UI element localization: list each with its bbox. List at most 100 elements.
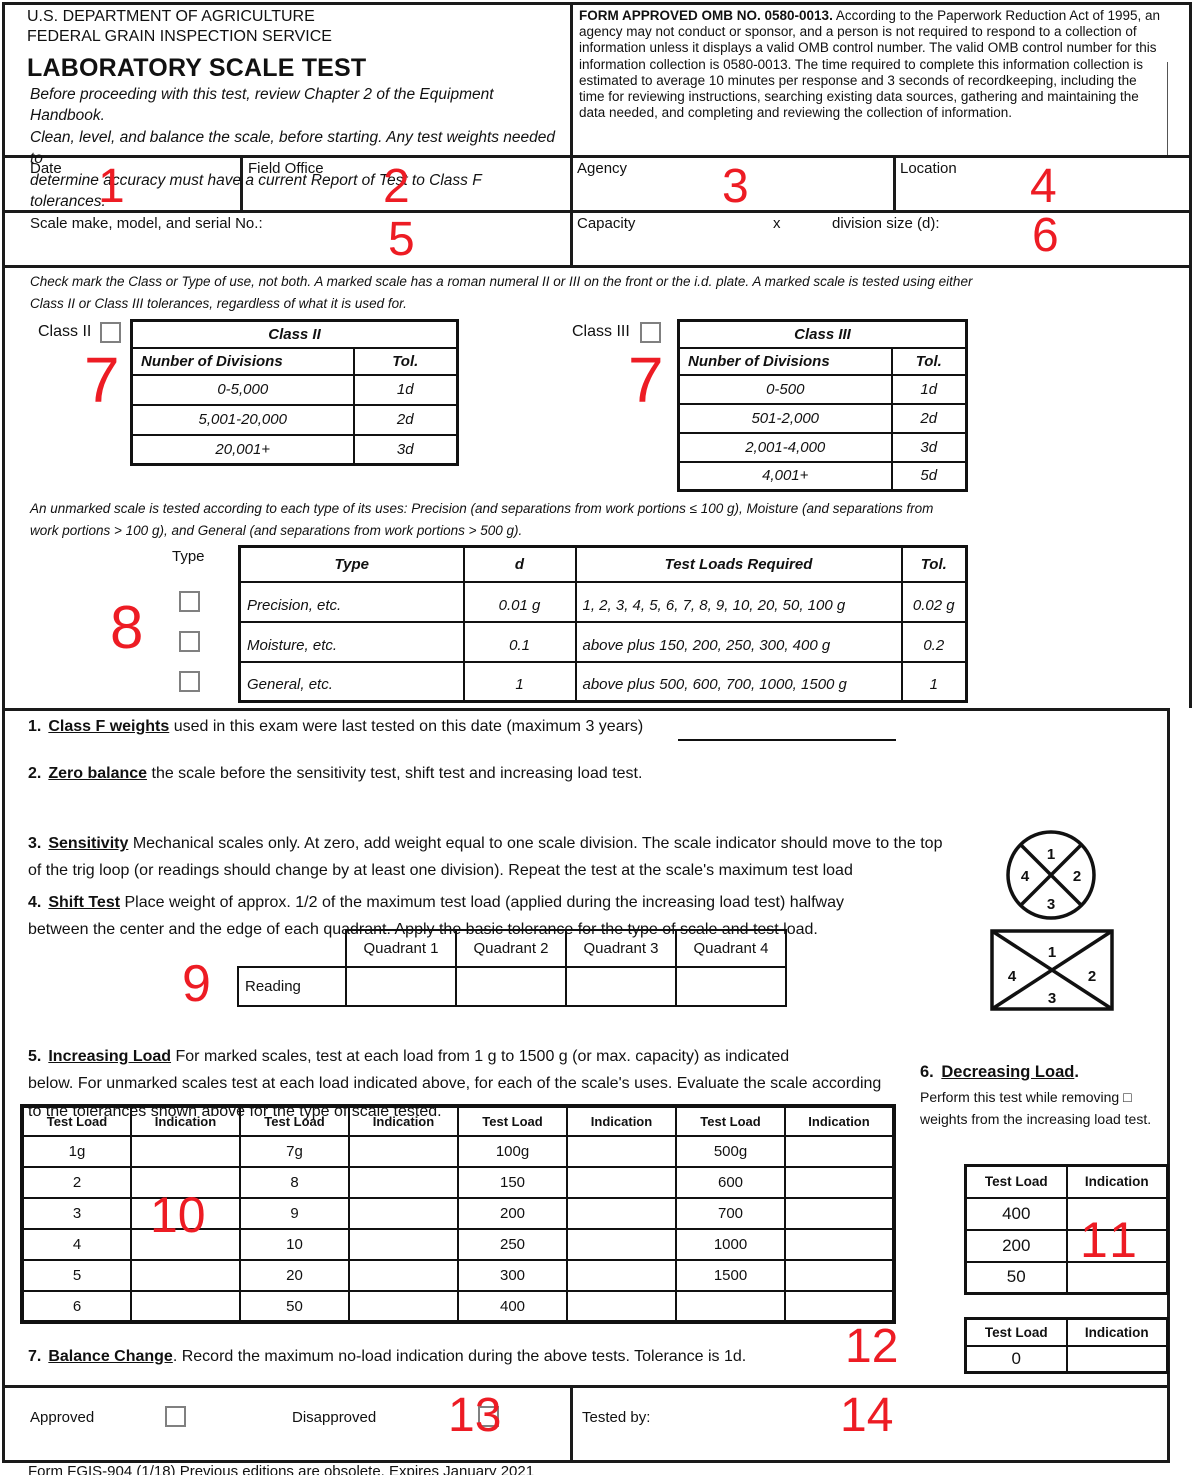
indication-cell[interactable]	[566, 1197, 677, 1230]
reading-cell[interactable]	[565, 966, 677, 1007]
divider	[2, 210, 1192, 213]
type-precision-checkbox[interactable]	[179, 591, 200, 612]
disapproved-checkbox[interactable]	[478, 1406, 499, 1427]
col-header-tol: Tol.	[352, 346, 459, 376]
test-load-cell: 6	[21, 1290, 132, 1323]
item-number: 3.	[28, 835, 42, 853]
d-col-header: d	[462, 545, 577, 583]
item-text: the scale before the sensitivity test, s…	[147, 765, 643, 782]
indication-cell[interactable]	[130, 1290, 241, 1323]
quadrant-3-label: 3	[1048, 990, 1056, 1007]
spacer-cell	[238, 930, 346, 967]
indication-cell[interactable]	[348, 1228, 459, 1261]
indication-cell[interactable]	[784, 1135, 895, 1168]
quadrant-4-header: Quadrant 4	[675, 929, 787, 968]
cell-divider	[240, 155, 243, 210]
indication-cell[interactable]	[1065, 1344, 1169, 1374]
indication-cell[interactable]	[784, 1197, 895, 1230]
test-load-cell: 100g	[457, 1135, 568, 1168]
class-ii-table: Class II Nunber of Divisions Tol. 0-5,000…	[130, 319, 459, 466]
indication-cell[interactable]	[130, 1228, 241, 1261]
reading-cell[interactable]	[345, 966, 457, 1007]
test-load-cell: 20	[239, 1259, 350, 1292]
type-label: Type	[172, 548, 205, 565]
reading-cell[interactable]	[675, 966, 787, 1007]
class-f-date-field[interactable]	[678, 714, 896, 741]
indication-cell[interactable]	[130, 1135, 241, 1168]
quadrant-circle-diagram: 1 2 3 4	[1006, 830, 1096, 920]
test-load-cell: 50	[964, 1260, 1068, 1295]
item-7: 7. Balance Change. Record the maximum no-…	[28, 1343, 908, 1370]
test-load-cell	[675, 1290, 786, 1323]
annotation-8: 8	[110, 594, 144, 661]
annotation-1: 1	[98, 160, 125, 213]
type-cell: Precision, etc.	[238, 580, 465, 623]
scale-make-label: Scale make, model, and serial No.:	[30, 215, 263, 232]
indication-cell[interactable]	[1065, 1196, 1169, 1231]
test-load-cell: 200	[964, 1228, 1068, 1263]
tested-by-field[interactable]	[660, 1395, 1140, 1450]
indication-cell[interactable]	[1065, 1228, 1169, 1263]
indication-cell[interactable]	[348, 1135, 459, 1168]
class-ii-checkbox[interactable]	[100, 322, 121, 343]
item-title: Class F weights	[48, 718, 170, 735]
cell-divider	[570, 155, 573, 265]
approved-checkbox[interactable]	[165, 1406, 186, 1427]
item-title: Decreasing Load	[941, 1063, 1075, 1081]
annotation-7-class3: 7	[628, 344, 664, 416]
test-load-header: Test Load	[21, 1105, 132, 1137]
disapproved-label: Disapproved	[292, 1409, 377, 1426]
item-number: 5.	[28, 1048, 42, 1066]
indication-header: Indication	[130, 1105, 241, 1137]
indication-header: Indication	[784, 1105, 895, 1137]
header-divider	[570, 2, 573, 155]
item-6-heading: 6. Decreasing Load.	[920, 1063, 1079, 1082]
indication-cell[interactable]	[348, 1197, 459, 1230]
border-top	[2, 2, 1192, 5]
indication-cell[interactable]	[348, 1259, 459, 1292]
loads-cell: above plus 150, 200, 250, 300, 400 g	[574, 620, 903, 663]
col-header-divisions: Nunber of Divisions	[130, 346, 355, 376]
item-number: 2.	[28, 765, 42, 782]
quadrant-rectangle-diagram: 1 2 3 4	[990, 929, 1114, 1011]
indication-cell[interactable]	[348, 1166, 459, 1199]
indication-cell[interactable]	[566, 1228, 677, 1261]
tol-col-header: Tol.	[900, 545, 968, 583]
tol-cell: 0.2	[900, 620, 968, 663]
decreasing-load-table: Test Load Indication 400 200 50	[964, 1164, 1169, 1295]
type-cell: General, etc.	[238, 660, 465, 703]
type-moisture-checkbox[interactable]	[179, 631, 200, 652]
indication-cell[interactable]	[130, 1166, 241, 1199]
indication-cell[interactable]	[784, 1259, 895, 1292]
reading-row-label: Reading	[237, 966, 347, 1007]
divider	[2, 155, 1192, 158]
agency-label: Agency	[577, 160, 628, 177]
type-general-checkbox[interactable]	[179, 671, 200, 692]
indication-cell[interactable]	[784, 1166, 895, 1199]
indication-cell[interactable]	[348, 1290, 459, 1323]
indication-cell[interactable]	[566, 1259, 677, 1292]
reading-cell[interactable]	[455, 966, 567, 1007]
quadrant-2-label: 2	[1088, 968, 1096, 985]
indication-cell[interactable]	[784, 1228, 895, 1261]
annotation-14: 14	[840, 1389, 894, 1442]
item-3: 3. Sensitivity Mechanical scales only. At…	[28, 803, 1028, 885]
indication-cell[interactable]	[784, 1290, 895, 1323]
test-load-cell: 500g	[675, 1135, 786, 1168]
indication-cell[interactable]	[130, 1197, 241, 1230]
class-iii-checkbox[interactable]	[640, 322, 661, 343]
d-cell: 1	[462, 660, 577, 703]
col-header-divisions: Nunber of Divisions	[677, 346, 893, 376]
indication-cell[interactable]	[566, 1166, 677, 1199]
indication-cell[interactable]	[566, 1135, 677, 1168]
tested-by-label: Tested by:	[582, 1409, 651, 1426]
test-load-cell: 50	[239, 1290, 350, 1323]
indication-cell[interactable]	[130, 1259, 241, 1292]
indication-cell[interactable]	[1065, 1260, 1169, 1295]
item-text: used in this exam were last tested on th…	[169, 718, 644, 735]
quadrant-4-label: 4	[1008, 968, 1017, 985]
indication-cell[interactable]	[566, 1290, 677, 1323]
class-instruction: Check mark the Class or Type of use, not…	[30, 274, 973, 311]
tol-cell: 2d	[890, 402, 968, 434]
